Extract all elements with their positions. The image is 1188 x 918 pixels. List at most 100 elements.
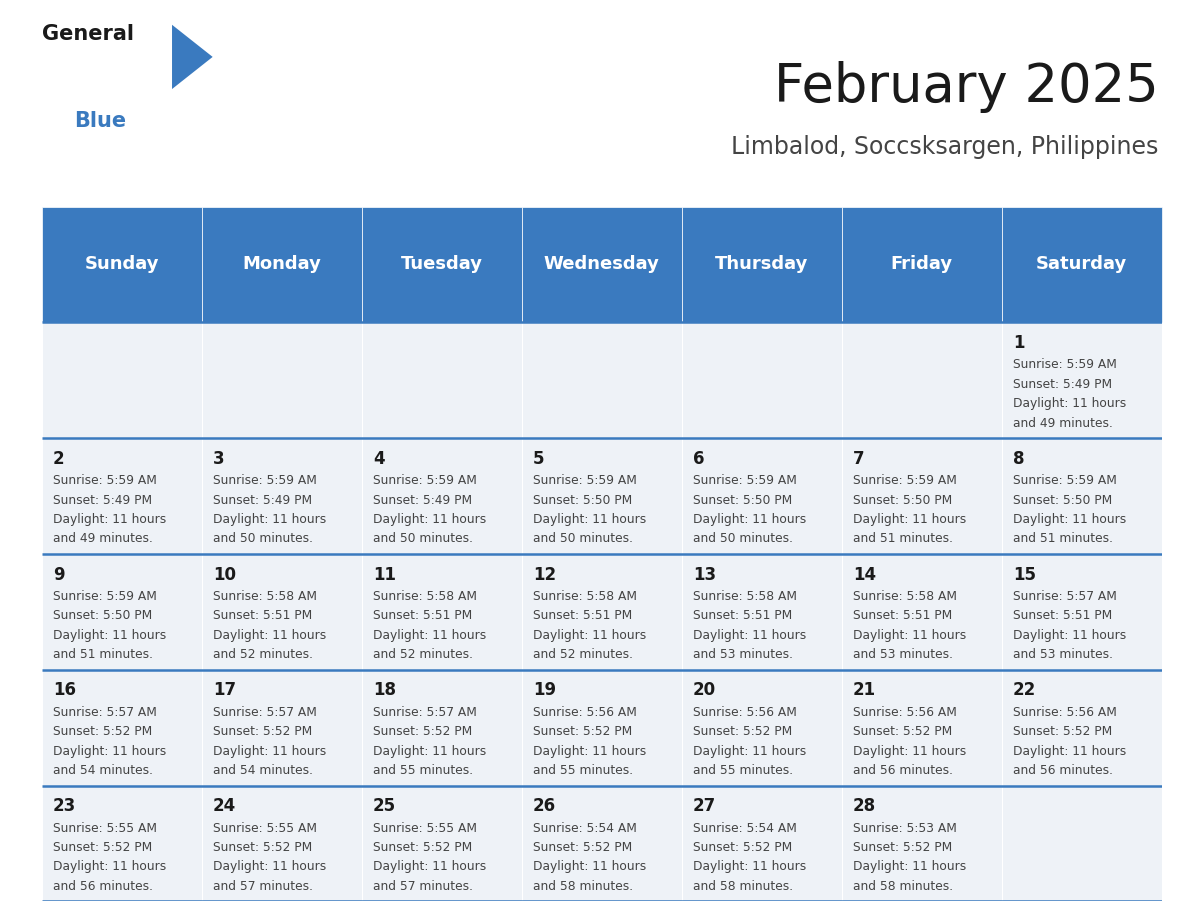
Text: Sunrise: 5:58 AM: Sunrise: 5:58 AM (853, 590, 958, 603)
Text: Sunrise: 5:56 AM: Sunrise: 5:56 AM (1013, 706, 1117, 719)
Text: Sunset: 5:52 PM: Sunset: 5:52 PM (693, 725, 792, 738)
Text: Sunset: 5:51 PM: Sunset: 5:51 PM (213, 610, 312, 622)
Bar (842, 322, 1001, 438)
Text: and 52 minutes.: and 52 minutes. (533, 648, 633, 661)
Text: 13: 13 (693, 565, 716, 584)
Text: Daylight: 11 hours: Daylight: 11 hours (1013, 629, 1126, 642)
Text: Sunset: 5:52 PM: Sunset: 5:52 PM (1013, 725, 1112, 738)
Bar (842, 786, 1001, 901)
Bar (842, 554, 1001, 670)
Text: Daylight: 11 hours: Daylight: 11 hours (52, 513, 166, 526)
Text: and 51 minutes.: and 51 minutes. (853, 532, 953, 545)
Text: 24: 24 (213, 797, 236, 815)
Text: Monday: Monday (242, 255, 321, 274)
Text: Sunrise: 5:59 AM: Sunrise: 5:59 AM (213, 474, 317, 487)
Text: and 56 minutes.: and 56 minutes. (1013, 764, 1113, 778)
Text: Sunrise: 5:59 AM: Sunrise: 5:59 AM (1013, 358, 1117, 371)
Text: and 58 minutes.: and 58 minutes. (533, 880, 633, 893)
Text: Sunrise: 5:55 AM: Sunrise: 5:55 AM (213, 822, 317, 834)
Text: Daylight: 11 hours: Daylight: 11 hours (52, 860, 166, 873)
Text: Daylight: 11 hours: Daylight: 11 hours (52, 744, 166, 757)
Text: Daylight: 11 hours: Daylight: 11 hours (1013, 397, 1126, 410)
Text: Sunrise: 5:54 AM: Sunrise: 5:54 AM (693, 822, 797, 834)
Text: Sunset: 5:50 PM: Sunset: 5:50 PM (1013, 494, 1112, 507)
Polygon shape (172, 25, 213, 89)
Text: 2: 2 (52, 450, 64, 468)
Text: Daylight: 11 hours: Daylight: 11 hours (533, 860, 646, 873)
Text: 12: 12 (533, 565, 556, 584)
Text: Daylight: 11 hours: Daylight: 11 hours (853, 629, 966, 642)
Bar (682, 322, 842, 438)
Text: Sunrise: 5:57 AM: Sunrise: 5:57 AM (1013, 590, 1117, 603)
Bar (42, 670, 202, 786)
Text: and 56 minutes.: and 56 minutes. (853, 764, 953, 778)
Text: Thursday: Thursday (715, 255, 809, 274)
Bar (202, 322, 361, 438)
Text: Sunday: Sunday (84, 255, 159, 274)
Text: Sunset: 5:49 PM: Sunset: 5:49 PM (52, 494, 152, 507)
Text: Sunrise: 5:57 AM: Sunrise: 5:57 AM (373, 706, 476, 719)
Text: Daylight: 11 hours: Daylight: 11 hours (693, 744, 807, 757)
Text: 1: 1 (1013, 334, 1024, 352)
Text: and 58 minutes.: and 58 minutes. (853, 880, 953, 893)
Text: Sunrise: 5:59 AM: Sunrise: 5:59 AM (533, 474, 637, 487)
Text: Sunset: 5:52 PM: Sunset: 5:52 PM (213, 841, 312, 854)
Text: 26: 26 (533, 797, 556, 815)
Bar (1001, 438, 1162, 554)
Text: Daylight: 11 hours: Daylight: 11 hours (52, 629, 166, 642)
Text: 28: 28 (853, 797, 876, 815)
Bar (522, 786, 682, 901)
Text: Wednesday: Wednesday (544, 255, 659, 274)
Bar (682, 438, 842, 554)
Text: Sunrise: 5:57 AM: Sunrise: 5:57 AM (213, 706, 317, 719)
Bar (522, 207, 682, 322)
Text: 27: 27 (693, 797, 716, 815)
Text: 18: 18 (373, 681, 396, 700)
Text: Sunset: 5:52 PM: Sunset: 5:52 PM (52, 841, 152, 854)
Bar (1001, 322, 1162, 438)
Text: Daylight: 11 hours: Daylight: 11 hours (213, 860, 326, 873)
Text: and 55 minutes.: and 55 minutes. (693, 764, 794, 778)
Text: Daylight: 11 hours: Daylight: 11 hours (373, 744, 486, 757)
Text: Sunrise: 5:58 AM: Sunrise: 5:58 AM (213, 590, 317, 603)
Bar (522, 670, 682, 786)
Bar (42, 322, 202, 438)
Bar (1001, 786, 1162, 901)
Text: Sunset: 5:52 PM: Sunset: 5:52 PM (533, 841, 632, 854)
Text: Saturday: Saturday (1036, 255, 1127, 274)
Text: and 57 minutes.: and 57 minutes. (373, 880, 473, 893)
Text: and 53 minutes.: and 53 minutes. (1013, 648, 1113, 661)
Bar (42, 207, 202, 322)
Bar (202, 438, 361, 554)
Text: Daylight: 11 hours: Daylight: 11 hours (533, 513, 646, 526)
Text: Sunrise: 5:53 AM: Sunrise: 5:53 AM (853, 822, 956, 834)
Text: 8: 8 (1013, 450, 1024, 468)
Text: Sunrise: 5:59 AM: Sunrise: 5:59 AM (853, 474, 956, 487)
Bar (522, 438, 682, 554)
Bar (842, 207, 1001, 322)
Text: 21: 21 (853, 681, 876, 700)
Bar (202, 786, 361, 901)
Text: and 52 minutes.: and 52 minutes. (373, 648, 473, 661)
Text: Sunset: 5:49 PM: Sunset: 5:49 PM (373, 494, 472, 507)
Bar (202, 554, 361, 670)
Text: 3: 3 (213, 450, 225, 468)
Bar (361, 438, 522, 554)
Text: 9: 9 (52, 565, 64, 584)
Text: and 55 minutes.: and 55 minutes. (373, 764, 473, 778)
Text: and 50 minutes.: and 50 minutes. (373, 532, 473, 545)
Text: Sunset: 5:51 PM: Sunset: 5:51 PM (853, 610, 953, 622)
Text: Blue: Blue (74, 111, 126, 130)
Bar (361, 554, 522, 670)
Text: Daylight: 11 hours: Daylight: 11 hours (373, 629, 486, 642)
Text: Tuesday: Tuesday (400, 255, 482, 274)
Text: 23: 23 (52, 797, 76, 815)
Text: Sunrise: 5:56 AM: Sunrise: 5:56 AM (533, 706, 637, 719)
Text: Daylight: 11 hours: Daylight: 11 hours (533, 629, 646, 642)
Text: Sunset: 5:52 PM: Sunset: 5:52 PM (213, 725, 312, 738)
Bar (842, 438, 1001, 554)
Text: 10: 10 (213, 565, 236, 584)
Text: Sunset: 5:52 PM: Sunset: 5:52 PM (693, 841, 792, 854)
Text: Sunset: 5:51 PM: Sunset: 5:51 PM (533, 610, 632, 622)
Bar (1001, 554, 1162, 670)
